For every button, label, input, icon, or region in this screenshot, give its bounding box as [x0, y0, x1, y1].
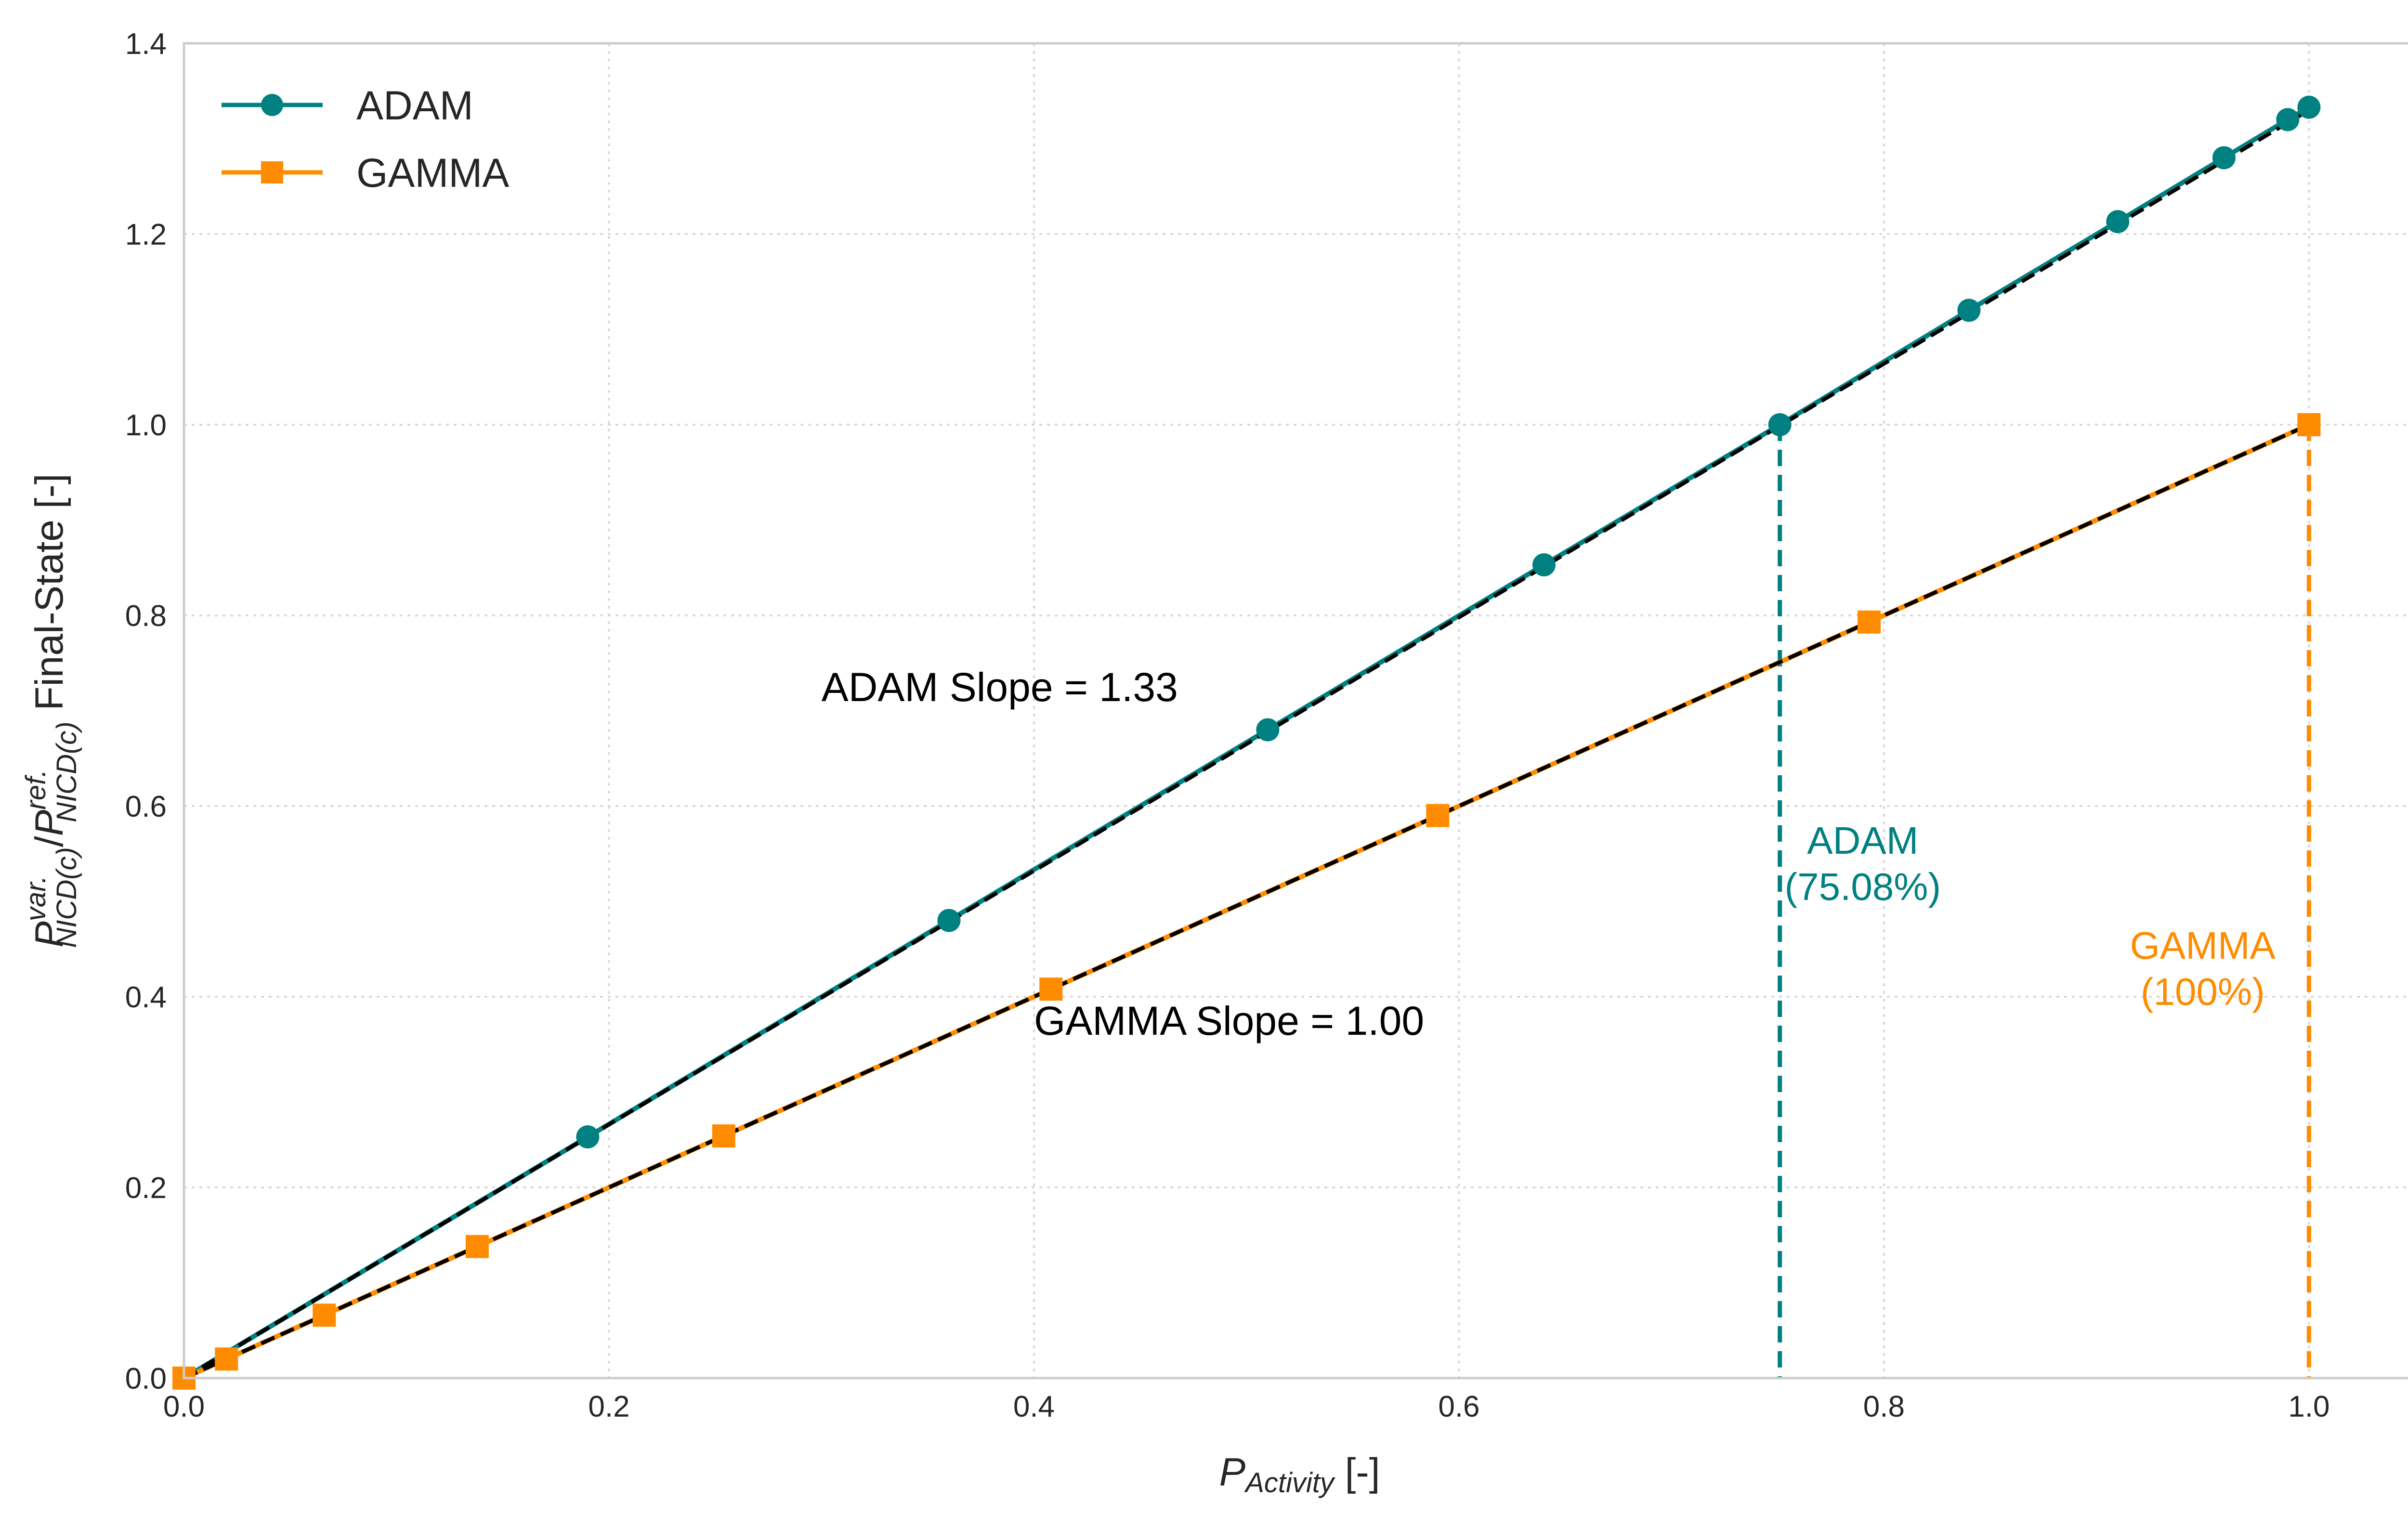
x-axis-label-main: P	[1219, 1450, 1245, 1494]
point-adam	[576, 1125, 600, 1149]
point-adam	[2106, 210, 2130, 234]
point-gamma	[1039, 977, 1063, 1001]
vline-label-adam: ADAM (75.08%)	[1784, 819, 1941, 908]
y-tick-label: 1.0	[125, 409, 167, 442]
y-axis-label: Pvar.NICD(c)/Pref.NICD(c) Final-State [-…	[20, 473, 82, 948]
point-adam	[2297, 95, 2321, 119]
y-tick-label: 0.8	[125, 599, 167, 633]
legend-item-gamma: GAMMA	[222, 150, 509, 195]
y-tick-label: 0.2	[125, 1172, 167, 1205]
x-tick-label: 0.2	[588, 1390, 629, 1423]
slope-annotation: GAMMA Slope = 1.00	[1034, 998, 1424, 1043]
y-label-p2: P	[27, 809, 71, 836]
x-tick-label: 0.4	[1013, 1390, 1055, 1423]
point-adam	[937, 909, 961, 932]
y-label-slash: /	[27, 836, 71, 847]
x-tick-label: 0.0	[163, 1390, 205, 1423]
fit-lines	[183, 108, 2310, 1380]
point-gamma	[313, 1303, 336, 1327]
plot-frame	[183, 42, 2408, 1380]
vline-label-line: (75.08%)	[1784, 865, 1941, 908]
y-axis-ticks: 0.0 0.2 0.4 0.6 0.8 1.0 1.2 1.4	[125, 27, 167, 1395]
point-adam	[2276, 108, 2300, 131]
y-tick-label: 1.2	[125, 218, 167, 251]
y-tick-label: 1.4	[125, 27, 167, 61]
point-gamma	[215, 1347, 238, 1371]
grid	[184, 43, 2408, 1378]
y-label-p1: P	[27, 921, 71, 948]
x-tick-label: 0.8	[1863, 1390, 1905, 1423]
point-adam	[1768, 413, 1792, 436]
y-tick-label: 0.6	[125, 790, 167, 823]
y-tick-label: 0.0	[125, 1362, 167, 1395]
legend-adam-marker	[261, 94, 283, 116]
x-axis-label-sub: Activity	[1244, 1467, 1335, 1498]
legend-gamma-label: GAMMA	[356, 150, 509, 195]
fit-line-1	[183, 423, 2310, 1380]
vline-label-line: ADAM	[1807, 819, 1918, 862]
y-label-sup2: ref.	[20, 769, 52, 810]
point-gamma	[2297, 413, 2321, 436]
y-tick-label: 0.4	[125, 981, 167, 1014]
point-gamma	[712, 1124, 735, 1148]
x-tick-label: 0.6	[1438, 1390, 1479, 1423]
y-label-sub1: NICD(c)	[51, 847, 82, 948]
vertical-markers: ADAM (75.08%) GAMMA (100%)	[1778, 425, 2311, 1378]
vline-label-line: (100%)	[2141, 970, 2265, 1013]
y-label-sub2: NICD(c)	[51, 721, 82, 822]
legend-adam-label: ADAM	[356, 83, 473, 128]
x-axis-label: PActivity [-]	[1219, 1450, 1380, 1498]
x-axis-ticks: 0.0 0.2 0.4 0.6 0.8 1.0	[163, 1390, 2330, 1423]
vline-label-gamma: GAMMA (100%)	[2130, 924, 2276, 1013]
point-gamma	[1858, 610, 1881, 634]
annotations: ADAM Slope = 1.33 GAMMA Slope = 1.00	[822, 664, 1424, 1043]
point-adam	[1532, 553, 1556, 577]
vline-label-line: GAMMA	[2130, 924, 2276, 967]
point-adam	[1256, 718, 1280, 742]
point-adam	[2212, 146, 2236, 169]
point-adam	[1957, 299, 1981, 322]
slope-annotation: ADAM Slope = 1.33	[822, 664, 1178, 710]
fit-line-0	[183, 108, 2310, 1380]
data-markers	[172, 95, 2321, 1390]
y-label-sup1: var.	[20, 876, 52, 922]
legend: ADAM GAMMA	[222, 83, 509, 195]
x-axis-label-unit: [-]	[1334, 1450, 1380, 1494]
legend-item-adam: ADAM	[222, 83, 473, 128]
point-gamma	[465, 1235, 489, 1258]
point-gamma	[1426, 804, 1450, 827]
legend-gamma-marker	[261, 161, 283, 183]
x-tick-label: 1.0	[2288, 1390, 2329, 1423]
y-label-tail: Final-State [-]	[27, 473, 71, 721]
